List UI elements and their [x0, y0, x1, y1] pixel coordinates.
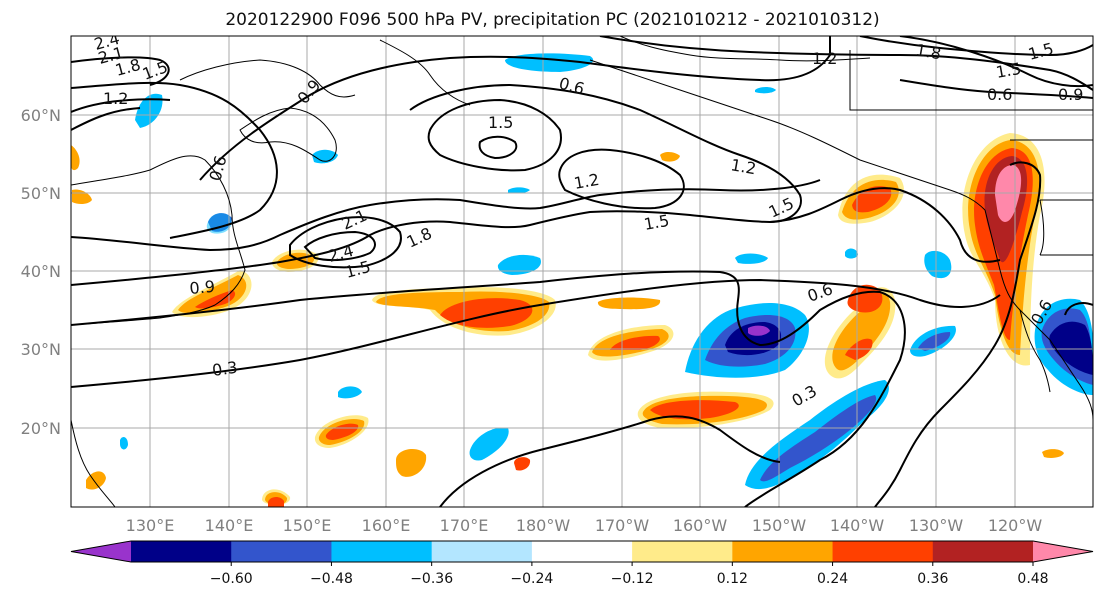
precipitation-fills: [71, 53, 1093, 507]
lon-label: 130°E: [126, 516, 175, 535]
lon-label: 150°E: [283, 516, 332, 535]
contour-label: 1.5: [642, 211, 670, 234]
colorbar-segment: [131, 541, 232, 562]
colorbar-segment: [431, 541, 533, 562]
contour-label: 1.2: [103, 89, 128, 108]
lon-label: 140°E: [205, 516, 254, 535]
contour-label: 1.2: [572, 170, 600, 193]
lat-label: 20°N: [21, 419, 61, 438]
contour-label: 1.5: [488, 113, 513, 132]
colorbar-extend-high: [1033, 541, 1093, 562]
colorbar-segment: [331, 541, 433, 562]
lon-label: 180°W: [516, 516, 571, 535]
map-frame: [70, 35, 1094, 508]
lon-label: 130°W: [909, 516, 964, 535]
lon-label: 170°W: [595, 516, 650, 535]
colorbar-tick-label: −0.12: [611, 571, 654, 587]
colorbar-outline: [70, 540, 1094, 563]
longitude-labels: 130°E 140°E 150°E 160°E 170°E 180°W 170°…: [126, 516, 1043, 535]
lon-label: 150°W: [752, 516, 807, 535]
pv-contours: [71, 36, 1093, 507]
coastlines: [71, 36, 1093, 507]
lon-label: 140°W: [830, 516, 885, 535]
colorbar-extend-low: [71, 541, 131, 562]
lon-label: 170°E: [440, 516, 489, 535]
colorbar-segment: [832, 541, 934, 562]
lon-label: 160°E: [362, 516, 411, 535]
colorbar-tick-label: 0.48: [1017, 571, 1048, 587]
colorbar-segment: [632, 541, 733, 562]
lon-label: 120°W: [988, 516, 1043, 535]
lat-label: 30°N: [21, 340, 61, 359]
lat-label: 50°N: [21, 184, 61, 203]
colorbar-tick-label: −0.60: [210, 571, 253, 587]
colorbar-tick-label: −0.36: [410, 571, 453, 587]
colorbar-tick-label: −0.24: [510, 571, 553, 587]
lat-label: 40°N: [21, 262, 61, 281]
colorbar-tick-label: 0.36: [917, 571, 948, 587]
colorbar-ticks: −0.60 −0.48 −0.36 −0.24 −0.12 0.12 0.24 0.36 0.4…: [210, 562, 1049, 587]
colorbar-tick-label: 0.12: [717, 571, 748, 587]
colorbar-segment: [932, 541, 1034, 562]
colorbar-tick-label: −0.48: [310, 571, 353, 587]
colorbar-segments: [70, 540, 1094, 563]
lat-label: 60°N: [21, 106, 61, 125]
contour-label: 0.3: [211, 358, 239, 380]
contour-label: 0.9: [189, 277, 216, 298]
colorbar-segment: [531, 541, 633, 562]
contour-label: 0.6: [987, 85, 1012, 104]
contour-label: 1.2: [812, 49, 837, 68]
colorbar: −0.60 −0.48 −0.36 −0.24 −0.12 0.12 0.24 0.36 0.4…: [70, 540, 1094, 587]
contour-label: 1.8: [914, 40, 942, 63]
contour-label: 1.2: [729, 155, 757, 178]
colorbar-segment: [732, 541, 834, 562]
colorbar-segment: [231, 541, 332, 562]
lon-label: 160°W: [673, 516, 728, 535]
map-title: 2020122900 F096 500 hPa PV, precipitatio…: [225, 10, 880, 30]
contour-label: 0.9: [1058, 85, 1083, 104]
contour-label: 1.5: [994, 59, 1022, 82]
latitude-labels: 60°N 50°N 40°N 30°N 20°N: [21, 106, 61, 438]
colorbar-tick-label: 0.24: [817, 571, 848, 587]
